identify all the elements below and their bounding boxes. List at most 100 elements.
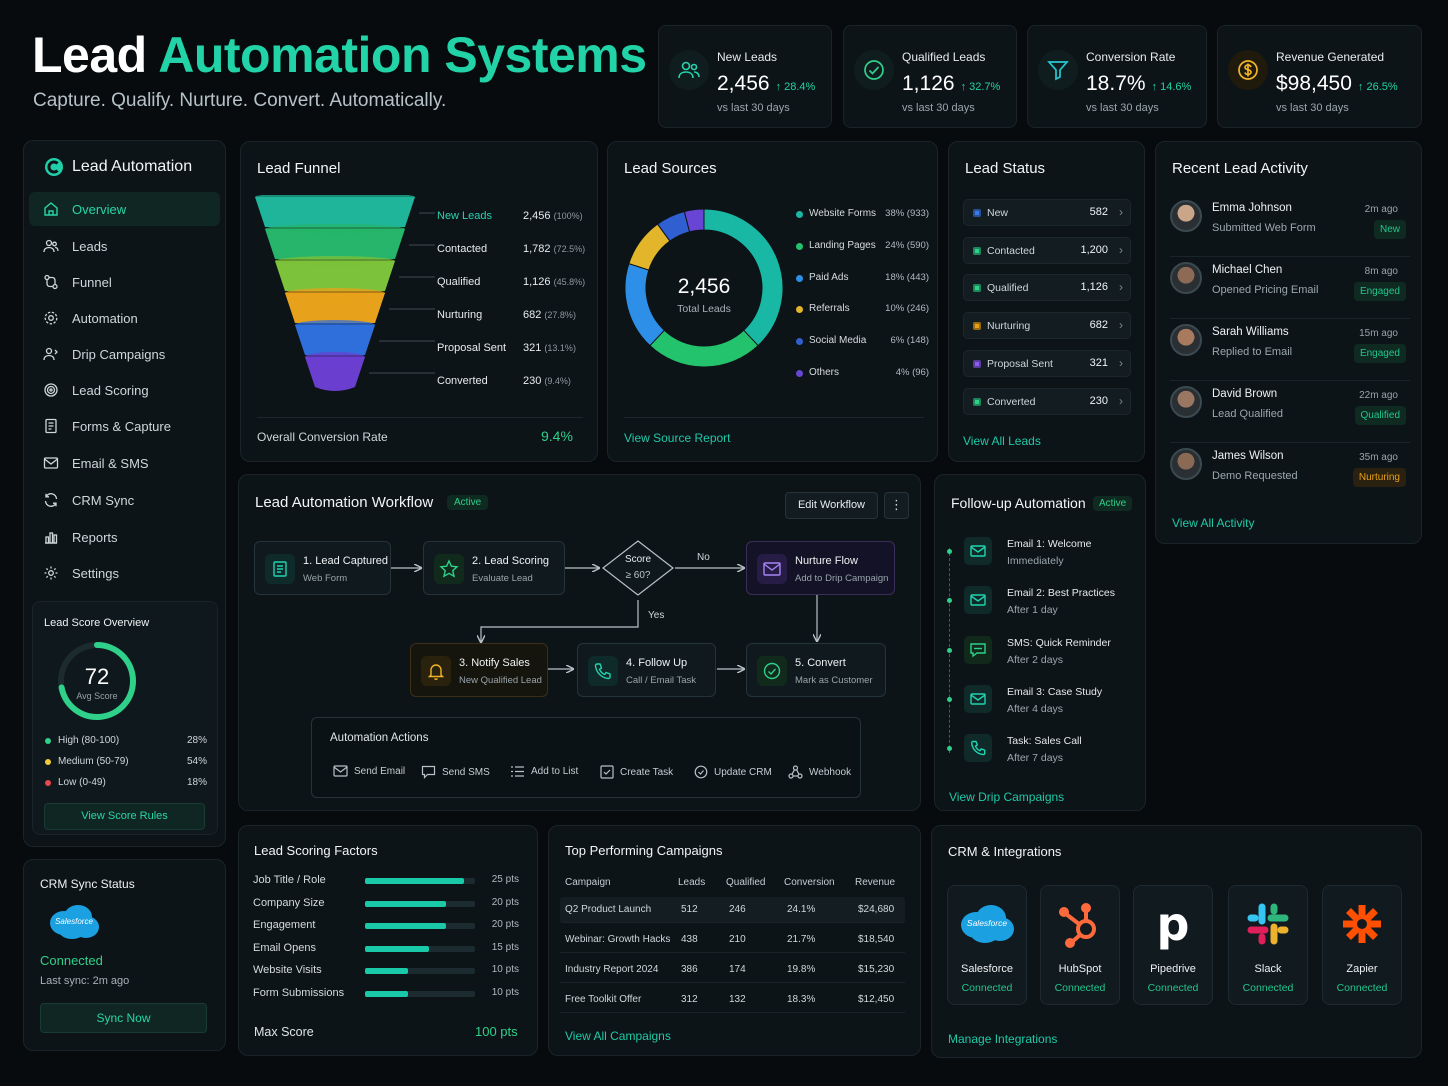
sidebar-item-label: Reports: [72, 529, 118, 545]
sidebar-item-label: Automation: [72, 310, 138, 326]
sidebar-item-lead-scoring[interactable]: Lead Scoring: [29, 373, 220, 407]
funnel-stage-count: 1,782: [523, 243, 551, 255]
kpi-revenue[interactable]: Revenue Generated $98,450 ↑ 26.5% vs last…: [1217, 25, 1422, 128]
view-drip-campaigns-link[interactable]: View Drip Campaigns: [949, 790, 1065, 804]
kpi-new-leads[interactable]: New Leads 2,456 ↑ 28.4% vs last 30 days: [658, 25, 832, 128]
activity-item[interactable]: David Brown Lead Qualified 22m ago Qualifie…: [1170, 386, 1410, 443]
view-all-campaigns-link[interactable]: View All Campaigns: [565, 1029, 671, 1043]
status-name: Converted: [987, 395, 1036, 408]
table-row[interactable]: Free Toolkit Offer 312 132 18.3% $12,450: [560, 987, 905, 1013]
workflow-node-follow-up[interactable]: 4. Follow Up Call / Email Task: [577, 643, 716, 697]
sidebar: Lead Automation Overview Leads Funnel Au…: [23, 140, 226, 847]
table-cell: 312: [681, 994, 698, 1005]
card-title: Lead Funnel: [257, 160, 341, 177]
crm-sync-state: Connected: [40, 953, 103, 968]
factor-bar: [365, 900, 447, 907]
sidebar-item-settings[interactable]: Settings: [29, 556, 220, 590]
edit-workflow-button[interactable]: Edit Workflow: [785, 492, 878, 519]
integration-status: Connected: [1242, 982, 1294, 994]
more-options-icon[interactable]: ⋮: [884, 492, 909, 519]
action-create-task[interactable]: Create Task: [600, 765, 673, 779]
zapier-logo: [1333, 898, 1391, 950]
activity-item[interactable]: Emma Johnson Submitted Web Form 2m ago New: [1170, 200, 1410, 257]
sidebar-item-automation[interactable]: Automation: [29, 301, 220, 335]
action-update-crm[interactable]: Update CRM: [694, 765, 772, 779]
action-send-sms[interactable]: Send SMS: [421, 765, 490, 779]
view-all-activity-link[interactable]: View All Activity: [1172, 516, 1255, 530]
sidebar-item-forms-capture[interactable]: Forms & Capture: [29, 409, 220, 443]
integration-status: Connected: [961, 982, 1013, 994]
sidebar-item-reports[interactable]: Reports: [29, 520, 220, 554]
decision-condition: ≥ 60?: [625, 570, 651, 581]
action-label: Update CRM: [714, 766, 772, 778]
workflow-node-convert[interactable]: 5. Convert Mark as Customer: [746, 643, 886, 697]
lead-status-row[interactable]: Nurturing 682 ›: [963, 312, 1131, 340]
factor-name: Company Size: [253, 896, 325, 909]
table-cell: 18.3%: [787, 994, 816, 1005]
sync-now-button[interactable]: Sync Now: [40, 1003, 207, 1033]
automation-actions-panel: Automation Actions: [311, 717, 861, 798]
table-row[interactable]: Q2 Product Launch 512 246 24.1% $24,680: [560, 897, 905, 923]
activity-desc: Replied to Email: [1212, 346, 1293, 358]
manage-integrations-link[interactable]: Manage Integrations: [948, 1032, 1058, 1046]
status-swatch: [973, 246, 981, 255]
source-name: Referrals: [809, 303, 850, 315]
followup-step[interactable]: Task: Sales Call After 7 days: [947, 730, 1137, 770]
integration-slack[interactable]: Slack Connected: [1228, 885, 1308, 1005]
view-score-rules-button[interactable]: View Score Rules: [44, 803, 205, 830]
kpi-change: ↑ 26.5%: [1357, 81, 1398, 93]
funnel-stage-count: 2,456: [523, 210, 551, 222]
workflow-node-lead-scoring[interactable]: 2. Lead Scoring Evaluate Lead: [423, 541, 565, 595]
action-webhook[interactable]: Webhook: [788, 765, 851, 779]
workflow-node-notify-sales[interactable]: 3. Notify Sales New Qualified Lead: [410, 643, 548, 697]
sidebar-item-crm-sync[interactable]: CRM Sync: [29, 483, 220, 517]
workflow-node-lead-captured[interactable]: 1. Lead Captured Web Form: [254, 541, 391, 595]
table-row[interactable]: Webinar: Growth Hacks 438 210 21.7% $18,540: [560, 927, 905, 953]
followup-step[interactable]: Email 2: Best Practices After 1 day: [947, 582, 1137, 622]
followup-step[interactable]: Email 1: Welcome Immediately: [947, 533, 1137, 573]
lead-status-row[interactable]: Qualified 1,126 ›: [963, 274, 1131, 302]
sidebar-item-overview[interactable]: Overview: [29, 192, 220, 226]
lead-status-row[interactable]: Contacted 1,200 ›: [963, 236, 1131, 264]
funnel-stage-pct: (9.4%): [544, 376, 571, 386]
activity-item[interactable]: Michael Chen Opened Pricing Email 8m ago En…: [1170, 262, 1410, 319]
action-add-to-list[interactable]: Add to List: [510, 765, 578, 778]
table-row[interactable]: Industry Report 2024 386 174 19.8% $15,230: [560, 957, 905, 983]
scoring-factor-row: Job Title / Role 25 pts: [253, 874, 521, 888]
card-title: CRM & Integrations: [948, 844, 1062, 859]
activity-item[interactable]: James Wilson Demo Requested 35m ago Nurturi…: [1170, 448, 1410, 500]
form-icon: [265, 554, 295, 584]
integration-zapier[interactable]: Zapier Connected: [1322, 885, 1402, 1005]
activity-item[interactable]: Sarah Williams Replied to Email 15m ago Eng…: [1170, 324, 1410, 381]
timeline-dot: [947, 696, 952, 702]
lead-status-row[interactable]: Converted 230 ›: [963, 387, 1131, 415]
action-send-email[interactable]: Send Email: [333, 765, 405, 777]
kpi-sub: vs last 30 days: [902, 102, 975, 114]
workflow-node-nurture-flow[interactable]: Nurture Flow Add to Drip Campaign: [746, 541, 895, 595]
integration-pipedrive[interactable]: p Pipedrive Connected: [1133, 885, 1213, 1005]
kpi-number: 2,456: [717, 72, 770, 95]
scoring-factor-row: Email Opens 15 pts: [253, 942, 521, 956]
funnel-segment-rim: [285, 288, 385, 298]
view-all-leads-link[interactable]: View All Leads: [963, 434, 1041, 448]
donut-slice: [683, 208, 705, 233]
integration-status: Connected: [1054, 982, 1106, 994]
sidebar-brand[interactable]: Lead Automation: [44, 157, 192, 177]
sidebar-item-email-sms[interactable]: Email & SMS: [29, 446, 220, 480]
sidebar-item-leads[interactable]: Leads: [29, 229, 220, 263]
followup-step[interactable]: SMS: Quick Reminder After 2 days: [947, 632, 1137, 672]
view-source-report-link[interactable]: View Source Report: [624, 431, 731, 445]
kpi-conversion-rate[interactable]: Conversion Rate 18.7% ↑ 14.6% vs last 30 …: [1027, 25, 1207, 128]
sidebar-item-funnel[interactable]: Funnel: [29, 265, 220, 299]
lead-status-row[interactable]: New 582 ›: [963, 199, 1131, 226]
settings-icon: [44, 566, 58, 580]
followup-step[interactable]: Email 3: Case Study After 4 days: [947, 681, 1137, 721]
integration-salesforce[interactable]: Salesforce Salesforce Connected: [947, 885, 1027, 1005]
integration-hubspot[interactable]: HubSpot Connected: [1040, 885, 1120, 1005]
source-value: 4% (96): [895, 367, 929, 378]
node-sub: Call / Email Task: [626, 675, 697, 686]
kpi-change: ↑ 14.6%: [1151, 81, 1192, 93]
kpi-qualified-leads[interactable]: Qualified Leads 1,126 ↑ 32.7% vs last 30 …: [843, 25, 1017, 128]
lead-status-row[interactable]: Proposal Sent 321 ›: [963, 349, 1131, 377]
sidebar-item-drip-campaigns[interactable]: Drip Campaigns: [29, 337, 220, 371]
